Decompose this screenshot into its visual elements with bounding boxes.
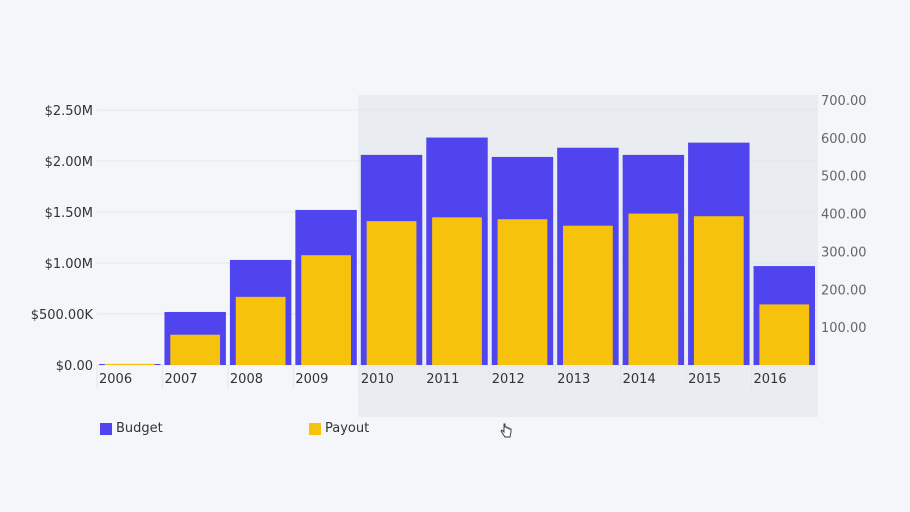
bar-payout-2015[interactable] bbox=[693, 216, 744, 365]
y-tick-label-right: 700.00 bbox=[821, 94, 867, 109]
legend-swatch-budget bbox=[100, 422, 112, 435]
legend-item-budget[interactable]: Budget bbox=[100, 421, 163, 436]
legend-label-budget: Budget bbox=[116, 421, 163, 436]
y-tick-label-right: 400.00 bbox=[821, 208, 867, 223]
bar-payout-2006[interactable] bbox=[104, 363, 155, 365]
payout-series[interactable] bbox=[104, 213, 810, 365]
y-tick-label-left: $500.00K bbox=[31, 308, 94, 323]
bar-payout-2016[interactable] bbox=[759, 304, 810, 365]
legend-item-payout[interactable]: Payout bbox=[309, 421, 369, 436]
x-tick-label: 2013 bbox=[557, 372, 590, 387]
bar-payout-2009[interactable] bbox=[301, 255, 351, 365]
y-tick-label-left: $1.50M bbox=[45, 206, 93, 221]
bar-payout-2014[interactable] bbox=[628, 213, 679, 365]
bar-payout-2011[interactable] bbox=[432, 217, 482, 365]
bar-payout-2013[interactable] bbox=[563, 225, 613, 365]
right-axis: 100.00 200.00 300.00 400.00 500.00 600.00 700.… bbox=[821, 94, 867, 336]
legend: Budget Payout bbox=[100, 421, 520, 439]
left-axis: $0.00 $500.00K $1.00M $1.50M $2.00M $2.50M bbox=[31, 104, 94, 374]
bar-payout-2007[interactable] bbox=[170, 334, 221, 365]
x-axis: 2006 2007 2008 2009 2010 2011 2012 2013 2014 2015… bbox=[96, 365, 787, 389]
x-tick-label: 2009 bbox=[295, 372, 328, 387]
x-tick-label: 2011 bbox=[426, 372, 459, 387]
bar-payout-2008[interactable] bbox=[235, 296, 286, 365]
x-tick-label: 2008 bbox=[230, 372, 263, 387]
bar-payout-2010[interactable] bbox=[366, 221, 417, 365]
x-tick-label: 2010 bbox=[361, 372, 394, 387]
x-tick-label: 2007 bbox=[164, 372, 197, 387]
x-tick-label: 2016 bbox=[754, 372, 787, 387]
y-tick-label-right: 600.00 bbox=[821, 132, 867, 147]
y-tick-label-right: 100.00 bbox=[821, 321, 867, 336]
hand-cursor-icon bbox=[500, 423, 512, 438]
x-tick-label: 2014 bbox=[623, 372, 656, 387]
y-tick-label-left: $0.00 bbox=[56, 359, 93, 374]
x-tick-label: 2006 bbox=[99, 372, 132, 387]
y-tick-label-right: 200.00 bbox=[821, 283, 867, 298]
y-tick-label-right: 300.00 bbox=[821, 245, 867, 260]
y-tick-label-left: $2.00M bbox=[45, 155, 93, 170]
x-tick-label: 2012 bbox=[492, 372, 525, 387]
bar-payout-2012[interactable] bbox=[497, 219, 548, 365]
y-tick-label-left: $2.50M bbox=[45, 104, 93, 119]
legend-label-payout: Payout bbox=[325, 421, 370, 436]
legend-swatch-payout bbox=[309, 422, 321, 435]
y-tick-label-left: $1.00M bbox=[45, 257, 93, 272]
y-tick-label-right: 500.00 bbox=[821, 170, 867, 185]
x-tick-label: 2015 bbox=[688, 372, 721, 387]
